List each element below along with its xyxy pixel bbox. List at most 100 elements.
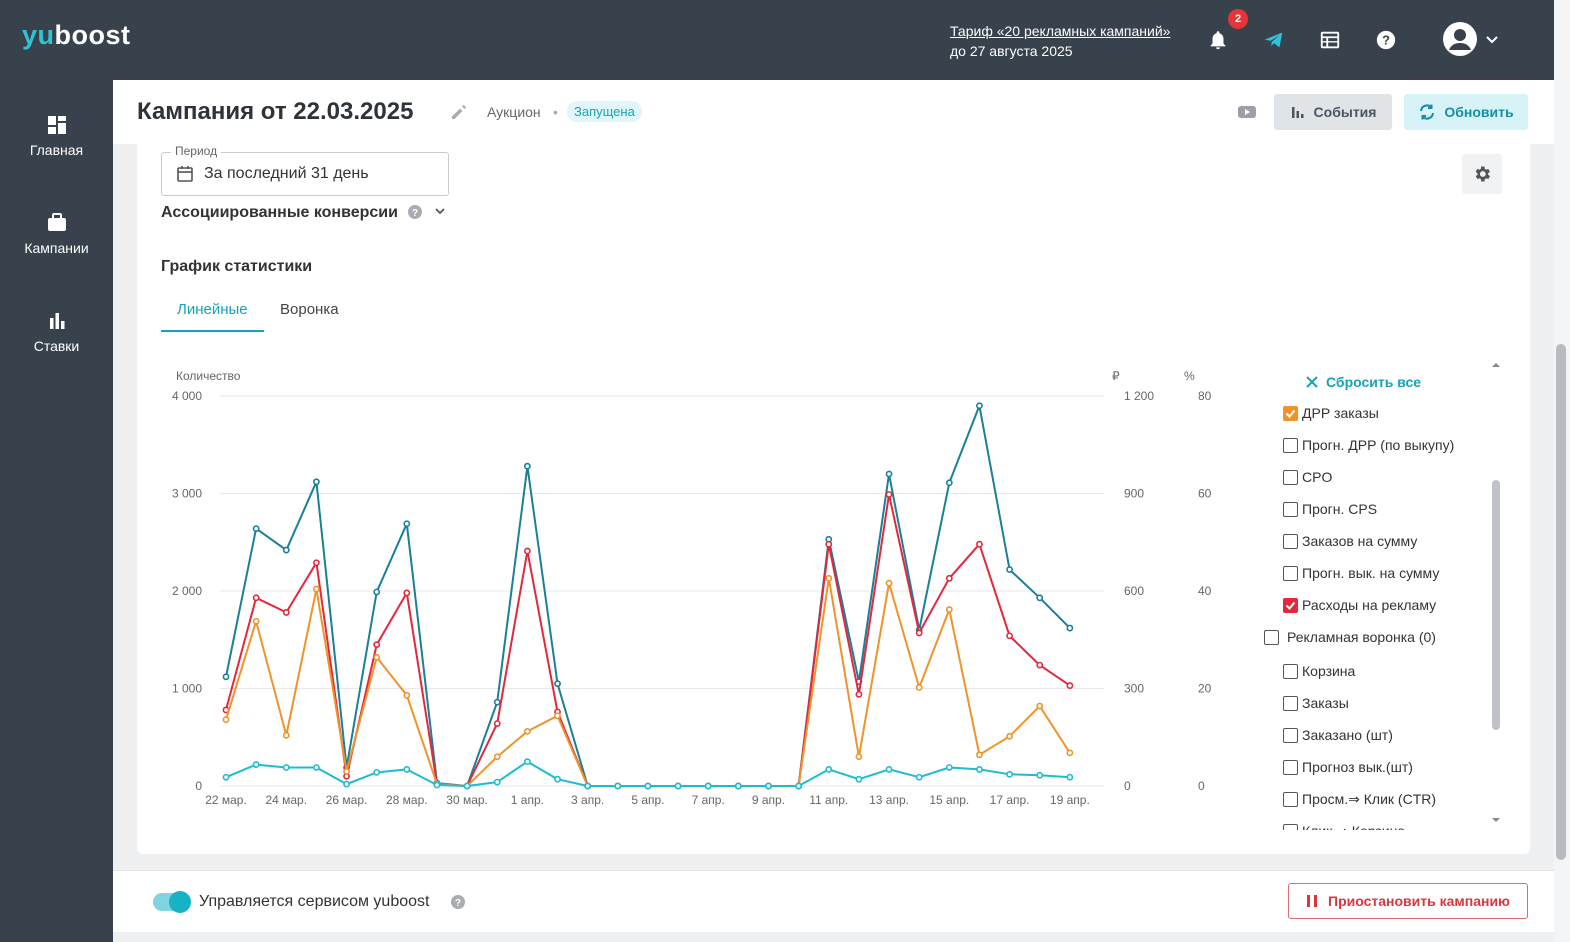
legend-checkbox[interactable] (1283, 663, 1298, 679)
data-point (554, 680, 561, 688)
x-tick-label: 22 мар. (205, 793, 247, 807)
legend-option[interactable]: Прогн. ДРР (по выкупу) (1283, 435, 1454, 455)
statistics-chart: Количество ₽ % 0 0 0 1 000 300 20 2 000 600 40 3 000… (172, 369, 1212, 807)
sidebar-item-home[interactable]: Главная (0, 114, 113, 158)
tab-funnel[interactable]: Воронка (280, 301, 339, 318)
legend-checkbox[interactable] (1283, 469, 1298, 485)
data-point (403, 589, 411, 597)
legend-option-label: Расходы на рекламу (1302, 597, 1437, 613)
legend-option-label: Заказов на сумму (1302, 533, 1418, 549)
pencil-icon[interactable] (449, 102, 469, 122)
legend-option[interactable]: Заказы (1283, 693, 1349, 713)
legend-option-label: Прогн. ДРР (по выкупу) (1302, 437, 1455, 453)
data-point (554, 775, 561, 783)
check-icon (1285, 409, 1296, 418)
data-point (313, 478, 320, 486)
help-icon[interactable]: ? (451, 895, 465, 909)
refresh-button[interactable]: Обновить (1404, 94, 1528, 130)
data-point (373, 641, 381, 649)
data-point (1066, 749, 1074, 757)
events-label: События (1313, 104, 1377, 120)
legend-checkbox[interactable] (1283, 791, 1298, 807)
data-point (313, 559, 320, 567)
events-button[interactable]: События (1274, 94, 1392, 130)
legend-option[interactable]: Прогноз вык.(шт) (1283, 757, 1413, 777)
separator-dot: • (553, 104, 558, 120)
help-icon[interactable]: ? (1372, 26, 1400, 54)
legend-option[interactable]: Прогн. вык. на сумму (1283, 563, 1439, 583)
legend-option[interactable]: ДРР заказы (1283, 403, 1379, 423)
legend-option[interactable]: Клик ⇒ Корзина (1283, 821, 1405, 830)
scroll-down-icon[interactable] (1490, 815, 1502, 825)
data-point (795, 782, 803, 790)
scroll-up-icon[interactable] (1490, 360, 1502, 370)
sidebar-item-bids[interactable]: Ставки (0, 310, 113, 354)
settings-button[interactable] (1462, 154, 1502, 194)
svg-text:?: ? (455, 898, 461, 909)
user-avatar-icon[interactable] (1442, 21, 1478, 57)
legend-checkbox[interactable] (1283, 695, 1298, 711)
data-point (855, 690, 863, 698)
data-point (976, 766, 983, 773)
legend-checkbox[interactable] (1283, 533, 1298, 549)
period-select[interactable]: За последний 31 день (161, 152, 449, 196)
tariff-link[interactable]: Тариф «20 рекламных кампаний» (950, 23, 1171, 39)
tariff-info: Тариф «20 рекламных кампаний» до 27 авгу… (950, 21, 1170, 61)
calendar-table-icon[interactable] (1316, 26, 1344, 54)
tab-lines[interactable]: Линейные (177, 301, 248, 318)
series-line-3 (225, 760, 1070, 787)
telegram-icon[interactable] (1260, 26, 1288, 54)
legend-checkbox[interactable] (1283, 823, 1298, 830)
logo[interactable]: yuboost (22, 20, 131, 51)
data-point (1036, 594, 1044, 602)
data-point (252, 594, 260, 602)
legend-checkbox[interactable] (1283, 501, 1298, 517)
legend-checkbox[interactable] (1283, 565, 1298, 581)
legend-option[interactable]: Расходы на рекламу (1283, 595, 1436, 615)
x-tick-label: 30 мар. (446, 793, 488, 807)
data-point (1036, 661, 1044, 669)
x-tick-label: 13 апр. (869, 793, 909, 807)
legend-checkbox[interactable] (1283, 405, 1298, 421)
legend-option-label: Заказано (шт) (1302, 727, 1393, 743)
help-icon[interactable]: ? (408, 205, 422, 219)
legend-option[interactable]: Рекламная воронка (0) (1264, 627, 1436, 647)
data-point (976, 540, 983, 548)
legend-option-label: Просм.⇒ Клик (CTR) (1302, 790, 1437, 807)
data-point (222, 716, 230, 724)
legend-checkbox[interactable] (1283, 759, 1298, 775)
legend-checkbox[interactable] (1264, 629, 1279, 645)
legend-checkbox[interactable] (1283, 727, 1298, 743)
legend-checkbox[interactable] (1283, 597, 1298, 613)
legend-option[interactable]: Заказано (шт) (1283, 725, 1393, 745)
pause-icon (1307, 895, 1317, 907)
notification-badge: 2 (1228, 9, 1248, 29)
managed-toggle-knob[interactable] (169, 891, 191, 913)
y-right-tick-label: 60 (1198, 487, 1212, 501)
pause-campaign-button[interactable]: Приостановить кампанию (1288, 883, 1528, 919)
data-point (403, 766, 411, 773)
bell-icon[interactable] (1204, 26, 1232, 54)
chevron-down-icon[interactable] (433, 204, 447, 218)
legend-scrollbar[interactable] (1488, 360, 1504, 830)
legend-option[interactable]: Просм.⇒ Клик (CTR) (1283, 789, 1436, 809)
svg-text:?: ? (1382, 33, 1390, 48)
assoc-conversions-toggle[interactable]: Ассоциированные конверсии (161, 204, 398, 221)
legend-checkbox[interactable] (1283, 437, 1298, 453)
legend-option-label: Рекламная воронка (0) (1287, 629, 1436, 645)
page-scroll-thumb[interactable] (1556, 344, 1566, 860)
data-point (765, 782, 772, 790)
data-point (433, 781, 441, 789)
y-tick-label: 4 000 (172, 389, 202, 403)
legend-option[interactable]: Корзина (1283, 661, 1355, 681)
legend-option[interactable]: Заказов на сумму (1283, 531, 1417, 551)
chevron-down-icon[interactable] (1482, 28, 1502, 52)
reset-all-button[interactable]: Сбросить все (1306, 374, 1421, 390)
legend-scroll-thumb[interactable] (1492, 480, 1500, 730)
data-point (523, 547, 531, 555)
sidebar-item-campaigns[interactable]: Кампании (0, 212, 113, 256)
bar-chart-icon (49, 313, 64, 329)
legend-option[interactable]: Прогн. CPS (1283, 499, 1377, 519)
video-play-icon[interactable] (1237, 102, 1257, 122)
legend-option[interactable]: CPO (1283, 467, 1332, 487)
